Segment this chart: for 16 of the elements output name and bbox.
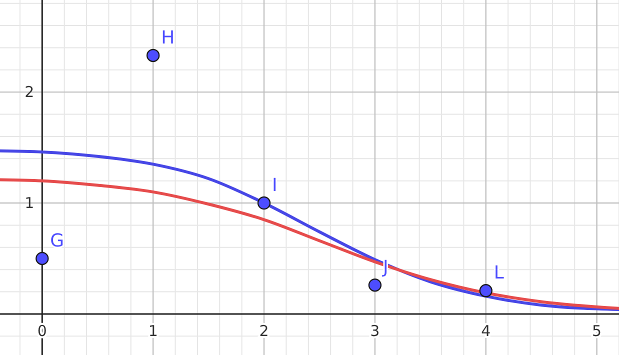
x-tick-label: 5 — [592, 322, 602, 340]
point — [36, 252, 49, 266]
annotation: I — [272, 175, 278, 196]
line-series — [0, 149, 619, 312]
x-tick-label: 4 — [481, 322, 491, 340]
x-tick-label: 3 — [370, 322, 380, 340]
x-tick-label: 2 — [259, 322, 269, 340]
annotation: G — [50, 230, 64, 252]
point — [257, 196, 271, 210]
line-series — [0, 178, 619, 310]
point — [368, 278, 382, 292]
annotation: H — [161, 27, 175, 48]
point — [146, 48, 160, 62]
annotation: L — [494, 262, 504, 284]
x-tick-label: 1 — [148, 322, 158, 340]
point — [479, 284, 492, 298]
